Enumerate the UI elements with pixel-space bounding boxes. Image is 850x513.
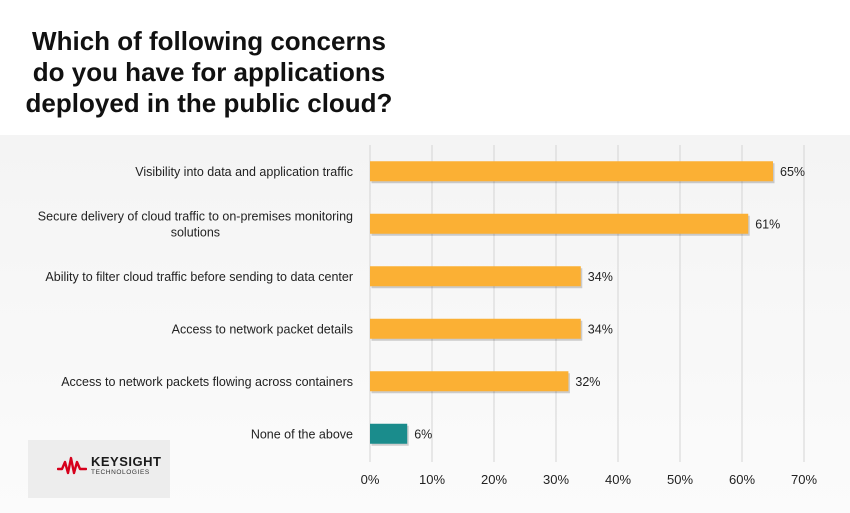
bar-3: [370, 266, 581, 287]
category-label: Access to network packets flowing across…: [61, 375, 353, 389]
value-label: 61%: [755, 217, 780, 231]
bar-6: [370, 423, 408, 444]
category-label: Ability to filter cloud traffic before s…: [45, 270, 353, 284]
logo-backdrop: [28, 440, 170, 498]
chart-title: Which of following concerns do you have …: [25, 26, 393, 118]
bar-4: [370, 318, 581, 339]
x-tick-label: 30%: [543, 472, 569, 487]
x-tick-label: 40%: [605, 472, 631, 487]
value-label: 6%: [414, 427, 432, 441]
value-label: 65%: [780, 165, 805, 179]
value-label: 34%: [588, 322, 613, 336]
x-tick-label: 20%: [481, 472, 507, 487]
keysight-wave-icon: [57, 456, 87, 475]
category-label: None of the above: [251, 427, 353, 441]
category-label: Visibility into data and application tra…: [135, 165, 353, 179]
value-label: 34%: [588, 270, 613, 284]
bar-2: [370, 213, 749, 234]
bar-5: [370, 371, 569, 392]
category-label: Access to network packet details: [172, 322, 353, 336]
keysight-logo: KEYSIGHT TECHNOLOGIES: [57, 455, 161, 477]
x-tick-label: 60%: [729, 472, 755, 487]
x-tick-label: 0%: [361, 472, 380, 487]
x-tick-label: 70%: [791, 472, 817, 487]
title-band: [0, 0, 850, 135]
logo-brand: KEYSIGHT: [91, 454, 162, 469]
logo-subtitle: TECHNOLOGIES: [91, 469, 150, 476]
x-tick-label: 50%: [667, 472, 693, 487]
category-label: Secure delivery of cloud traffic to on-p…: [38, 209, 353, 239]
x-tick-label: 10%: [419, 472, 445, 487]
bar-1: [370, 161, 773, 182]
value-label: 32%: [575, 375, 600, 389]
